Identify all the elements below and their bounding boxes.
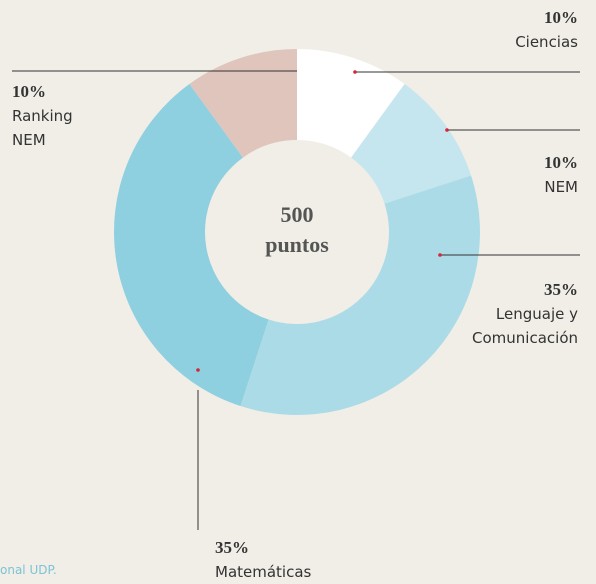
category-label: Lenguaje y Comunicación [472, 305, 578, 347]
segment-label: 10% Ciencias [458, 6, 578, 54]
percent-label: 35% [215, 538, 249, 557]
segment-label: 35% Lenguaje y Comunicación [428, 278, 578, 350]
category-label: Matemáticas [215, 563, 312, 581]
leader-dot [196, 368, 200, 372]
donut-segment [351, 83, 472, 204]
segment-label: 35% Matemáticas [215, 536, 365, 584]
leader-dot [445, 128, 449, 132]
percent-label: 10% [12, 82, 46, 101]
category-label: Ranking NEM [12, 107, 73, 149]
segment-label: 10% NEM [458, 151, 578, 199]
donut-segment [114, 83, 269, 407]
donut-segment [297, 49, 405, 158]
center-label: 500 puntos [265, 202, 329, 257]
percent-label: 10% [544, 153, 578, 172]
percent-label: 35% [544, 280, 578, 299]
source-note: onal UDP. [0, 563, 57, 577]
donut-segment [189, 49, 297, 158]
donut-segment [240, 175, 481, 415]
leader-dot [353, 70, 357, 74]
percent-label: 10% [544, 8, 578, 27]
category-label: NEM [544, 178, 578, 196]
leader-dot [438, 253, 442, 257]
segment-label: 10% Ranking NEM [12, 80, 92, 152]
category-label: Ciencias [515, 33, 578, 51]
